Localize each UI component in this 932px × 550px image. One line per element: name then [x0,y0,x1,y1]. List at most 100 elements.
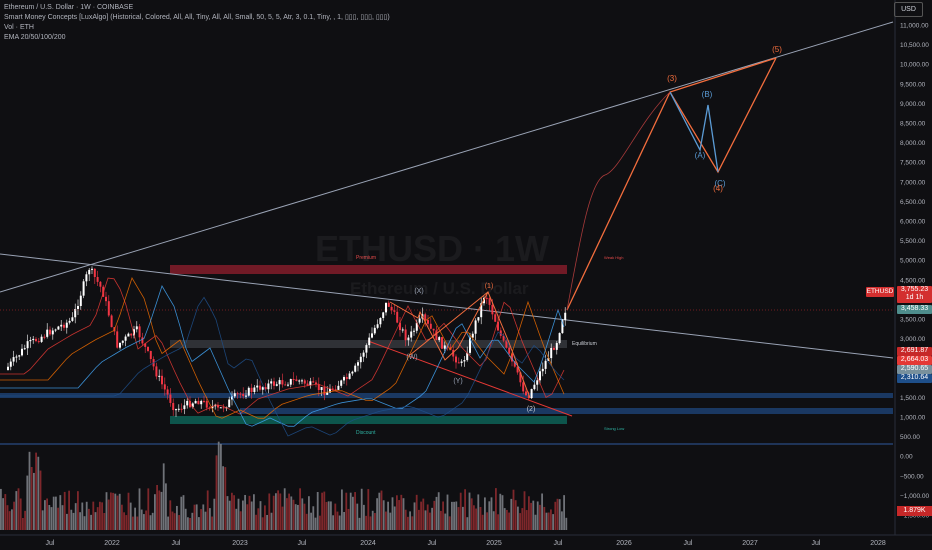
legend-ema[interactable]: EMA 20/50/100/200 [4,34,66,41]
volume-bar [248,495,251,530]
candle [471,333,474,338]
candle [54,329,57,331]
volume-bar [17,488,20,530]
volume-bar [193,504,196,530]
volume-bar [24,510,26,530]
volume-bar [376,498,378,530]
volume-bar [385,511,387,530]
volume-bar [457,507,460,530]
volume-bar [202,504,205,530]
candle [161,375,163,385]
volume-bar [253,494,255,530]
candle [149,350,152,360]
legend-title[interactable]: Ethereum / U.S. Dollar · 1W · COINBASE [4,4,134,11]
candle [121,340,124,343]
wave-label-w1: (1) [485,283,494,290]
candle [334,389,337,391]
volume-bar [316,492,319,530]
volume-bar [356,503,359,530]
volume-bar [466,517,469,530]
wxy-structure [389,290,531,399]
currency-selector[interactable]: USD [894,2,923,17]
legend-smc-indicator[interactable]: Smart Money Concepts [LuxAlgo] (Historic… [4,14,390,21]
volume-bar [107,499,110,530]
candle [306,383,309,386]
candle [43,336,46,338]
volume-bar [541,493,543,530]
volume-bar [92,501,95,530]
volume-bar [294,504,297,530]
candle [57,326,60,330]
time-axis-label: Jul [684,540,693,547]
volume-bar [429,512,431,530]
price-axis-tick: 10,500.00 [900,42,929,49]
candle [85,274,88,282]
candle [407,337,410,341]
candle [180,408,183,410]
volume-bar [536,501,539,530]
time-axis-label: 2024 [360,540,376,547]
candle [323,387,326,395]
volume-bar [255,514,257,530]
volume-bar [6,505,9,530]
volume-bar [90,514,92,530]
candle [18,355,21,357]
candle [295,379,298,382]
candle [228,399,231,408]
volume-bar [464,489,466,530]
candle [284,384,287,386]
time-axis-label: Jul [812,540,821,547]
volume-bar [46,498,48,530]
volume-bar [303,503,306,530]
legend-volume[interactable]: Vol · ETH [4,24,34,31]
volume-bar [118,493,121,530]
volume-bar [77,491,79,530]
time-axis-label: 2026 [616,540,632,547]
volume-bar [446,494,449,530]
volume-bar [231,492,233,530]
volume-bar [261,517,264,530]
candle [326,392,329,395]
candle [337,385,340,390]
volume-bar [35,452,37,530]
candle [320,387,323,391]
volume-bar [180,496,183,530]
wave-channel-line[interactable] [367,340,573,417]
candle [354,365,357,372]
lower-trendline[interactable] [0,253,894,359]
volume-bar [563,495,565,530]
volume-bar [550,509,552,530]
volume-bar [244,494,246,530]
volume-bar [209,508,211,530]
volume-bar [279,493,282,530]
volume-bar [81,502,84,530]
candle [441,337,443,349]
volume-bar [171,511,174,530]
volume-bar [85,501,88,530]
candle [219,407,222,409]
time-axis-label: 2028 [870,540,886,547]
volume-bar [26,475,29,530]
volume-bar [347,508,350,530]
volume-bar [451,501,453,530]
volume-bar [391,497,394,530]
candle [488,298,491,305]
upper-trendline[interactable] [0,21,894,293]
candle [348,373,351,379]
candle [49,329,51,335]
candle [309,381,312,386]
volume-bar [299,488,301,530]
time-axis-label: 2022 [104,540,120,547]
candle [499,330,502,336]
candle [12,357,15,362]
abc-correction[interactable] [669,91,719,173]
candle [382,312,385,319]
path-projection[interactable] [566,91,671,311]
volume-bar [530,502,532,530]
candle [107,301,110,316]
volume-bar [143,514,145,530]
volume-bar [514,500,517,530]
candle [460,361,463,363]
